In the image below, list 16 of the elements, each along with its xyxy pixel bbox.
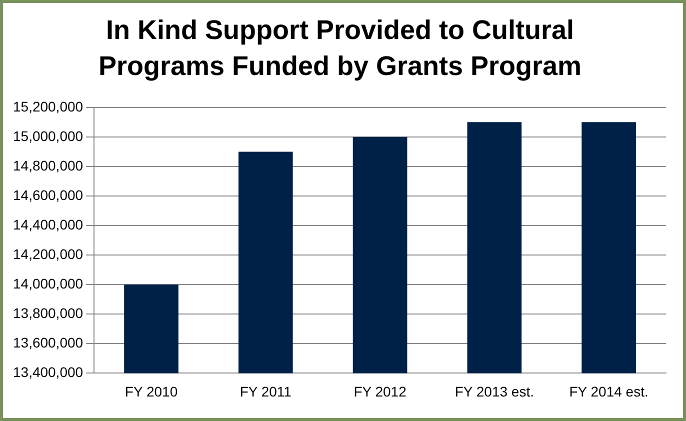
y-tick-label: 13,800,000 — [12, 304, 84, 321]
x-tick-label: FY 2013 est. — [454, 383, 534, 400]
y-tick-label: 15,200,000 — [12, 98, 84, 114]
y-tick-label: 15,000,000 — [12, 128, 84, 144]
x-tick-label: FY 2014 est. — [569, 383, 648, 400]
y-tick-label: 14,200,000 — [12, 246, 84, 262]
chart-title: In Kind Support Provided to Cultural Programs Funded by Grants Program — [97, 14, 583, 83]
y-tick-label: 14,600,000 — [12, 186, 84, 203]
y-tick-label: 13,600,000 — [12, 334, 84, 351]
y-tick-label: 14,000,000 — [12, 275, 84, 292]
x-tick-label: FY 2011 — [240, 383, 292, 400]
y-tick-label: 13,400,000 — [12, 364, 84, 380]
y-tick-label: 14,400,000 — [12, 216, 84, 232]
x-tick-label: FY 2010 — [124, 383, 178, 400]
x-tick-label: FY 2012 — [354, 383, 407, 400]
y-tick-label: 14,800,000 — [12, 157, 84, 174]
